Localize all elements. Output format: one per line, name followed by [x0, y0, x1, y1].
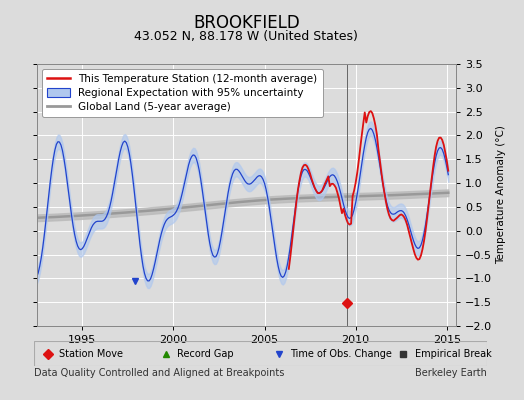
Text: Record Gap: Record Gap	[177, 348, 234, 358]
Text: Berkeley Earth: Berkeley Earth	[416, 368, 487, 378]
Y-axis label: Temperature Anomaly (°C): Temperature Anomaly (°C)	[496, 126, 506, 264]
Text: Station Move: Station Move	[59, 348, 123, 358]
Text: 43.052 N, 88.178 W (United States): 43.052 N, 88.178 W (United States)	[134, 30, 358, 43]
Text: Empirical Break: Empirical Break	[415, 348, 492, 358]
Text: Time of Obs. Change: Time of Obs. Change	[290, 348, 392, 358]
Text: Data Quality Controlled and Aligned at Breakpoints: Data Quality Controlled and Aligned at B…	[34, 368, 285, 378]
Text: BROOKFIELD: BROOKFIELD	[193, 14, 300, 32]
Legend: This Temperature Station (12-month average), Regional Expectation with 95% uncer: This Temperature Station (12-month avera…	[42, 69, 323, 117]
